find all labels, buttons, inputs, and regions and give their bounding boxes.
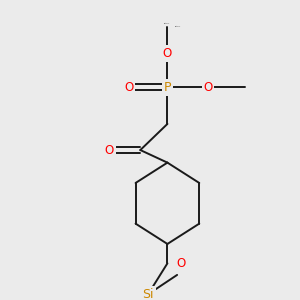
Text: methoxy: methoxy xyxy=(175,26,182,27)
Text: O: O xyxy=(163,47,172,60)
Text: Si: Si xyxy=(142,288,154,300)
Text: methoxy: methoxy xyxy=(164,22,171,24)
Text: O: O xyxy=(124,81,133,94)
Text: P: P xyxy=(164,81,171,94)
Text: O: O xyxy=(176,257,186,270)
Text: O: O xyxy=(203,81,213,94)
Text: O: O xyxy=(105,144,114,157)
